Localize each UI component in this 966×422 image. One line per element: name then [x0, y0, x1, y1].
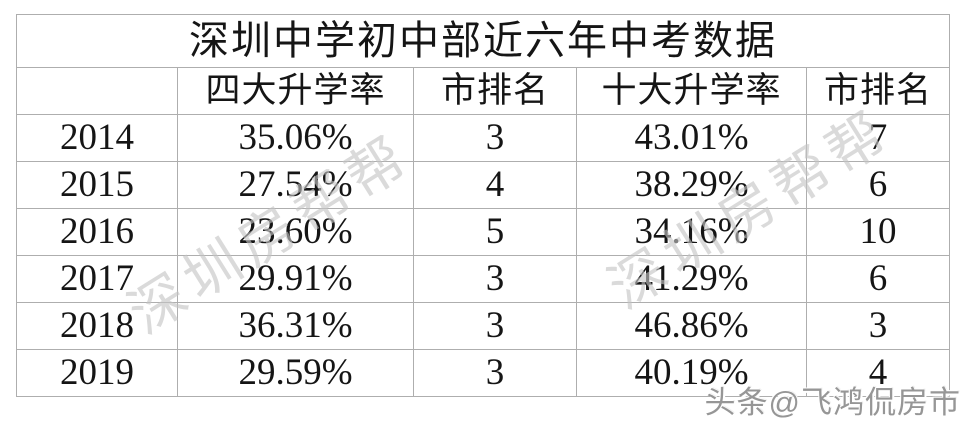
table-row-2015: 2015 27.54% 4 38.29% 6 — [16, 161, 951, 209]
ten-rank-cell: 6 — [805, 255, 951, 303]
table-row-2018: 2018 36.31% 3 46.86% 3 — [16, 302, 951, 350]
table-grid: 深圳中学初中部近六年中考数据 四大升学率 市排名 十大升学率 市排名 2014 … — [15, 14, 951, 397]
year-cell: 2015 — [16, 161, 178, 209]
column-header-four-rank: 市排名 — [413, 67, 577, 115]
ten-rate-cell: 41.29% — [576, 255, 807, 303]
ten-rank-cell: 4 — [805, 349, 951, 397]
four-rate-cell: 29.91% — [177, 255, 414, 303]
four-rate-cell: 23.60% — [177, 208, 414, 256]
column-header-ten-rate: 十大升学率 — [576, 67, 807, 115]
ten-rate-cell: 40.19% — [576, 349, 807, 397]
year-cell: 2019 — [16, 349, 178, 397]
table-title: 深圳中学初中部近六年中考数据 — [15, 14, 951, 68]
year-cell: 2018 — [16, 302, 178, 350]
ten-rate-cell: 34.16% — [576, 208, 807, 256]
ten-rank-cell: 3 — [805, 302, 951, 350]
ten-rate-cell: 46.86% — [576, 302, 807, 350]
year-cell: 2014 — [16, 114, 178, 162]
ten-rate-cell: 43.01% — [576, 114, 807, 162]
four-rank-cell: 4 — [413, 161, 577, 209]
footer-watermark: 头条@飞鸿侃房市 — [704, 385, 961, 420]
four-rank-cell: 3 — [413, 302, 577, 350]
table-row-2017: 2017 29.91% 3 41.29% 6 — [16, 255, 951, 303]
ten-rate-cell: 38.29% — [576, 161, 807, 209]
header-row: 四大升学率 市排名 十大升学率 市排名 — [16, 67, 951, 115]
four-rate-cell: 36.31% — [177, 302, 414, 350]
four-rate-cell: 29.59% — [177, 349, 414, 397]
column-header-four-rate: 四大升学率 — [177, 67, 414, 115]
table-row-2019: 2019 29.59% 3 40.19% 4 — [16, 349, 951, 397]
year-cell: 2016 — [16, 208, 178, 256]
four-rate-cell: 35.06% — [177, 114, 414, 162]
ten-rank-cell: 6 — [805, 161, 951, 209]
four-rate-cell: 27.54% — [177, 161, 414, 209]
four-rank-cell: 3 — [413, 114, 577, 162]
ten-rank-cell: 7 — [805, 114, 951, 162]
four-rank-cell: 3 — [413, 255, 577, 303]
ten-rank-cell: 10 — [805, 208, 951, 256]
four-rank-cell: 5 — [413, 208, 577, 256]
table-row-2016: 2016 23.60% 5 34.16% 10 — [16, 208, 951, 256]
exam-data-table: 深圳中学初中部近六年中考数据 四大升学率 市排名 十大升学率 市排名 2014 … — [15, 14, 951, 397]
title-row: 深圳中学初中部近六年中考数据 — [15, 14, 951, 68]
year-cell: 2017 — [16, 255, 178, 303]
four-rank-cell: 3 — [413, 349, 577, 397]
header-empty-cell — [16, 67, 178, 115]
column-header-ten-rank: 市排名 — [805, 67, 951, 115]
table-row-2014: 2014 35.06% 3 43.01% 7 — [16, 114, 951, 162]
